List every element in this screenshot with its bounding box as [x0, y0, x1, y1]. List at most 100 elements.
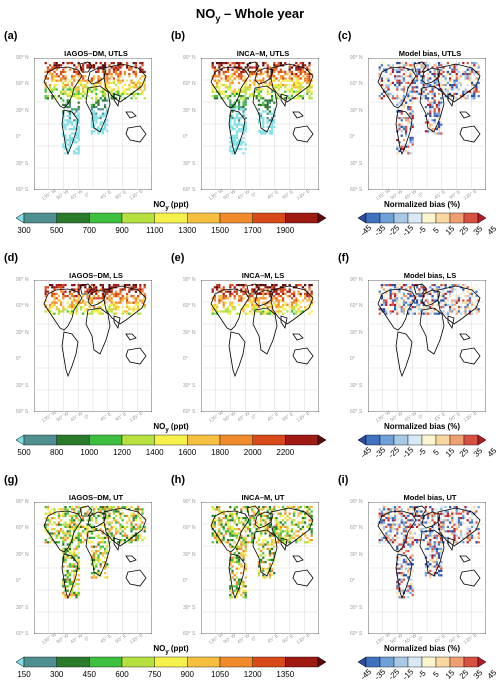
data-cell [112, 534, 115, 537]
data-cell [84, 86, 87, 89]
data-cell [119, 62, 122, 65]
data-cell [391, 530, 394, 533]
data-cell [97, 530, 100, 533]
data-cell [71, 541, 74, 544]
data-cell [255, 95, 258, 98]
data-cell [139, 292, 142, 295]
data-cell [462, 70, 465, 73]
data-cell [471, 62, 474, 65]
data-cell [71, 310, 74, 313]
lat-label: 0° [16, 578, 21, 584]
data-cell [402, 73, 405, 76]
data-cell [464, 88, 467, 91]
data-cell [249, 519, 252, 522]
data-cell [435, 312, 438, 315]
data-cell [90, 290, 93, 293]
data-cell [75, 308, 78, 311]
data-cell [282, 288, 285, 291]
data-cell [260, 508, 263, 511]
data-cell [93, 545, 96, 548]
data-cell [442, 521, 445, 524]
data-cell [266, 99, 269, 102]
data-cell [306, 75, 309, 78]
data-cell [282, 541, 285, 544]
data-cell [249, 523, 252, 526]
data-cell [473, 64, 476, 67]
data-cell [242, 101, 245, 104]
data-cell [418, 73, 421, 76]
data-cell [68, 565, 71, 568]
data-cell [268, 536, 271, 539]
data-cell [308, 90, 311, 93]
data-cell [257, 90, 260, 93]
data-cell [62, 583, 65, 586]
data-cell [407, 143, 410, 146]
data-cell [115, 528, 118, 531]
data-cell [51, 312, 54, 315]
data-cell [275, 297, 278, 300]
data-cell [396, 147, 399, 150]
data-cell [391, 528, 394, 531]
data-cell [405, 70, 408, 73]
data-cell [95, 70, 98, 73]
data-cell [442, 79, 445, 82]
data-cell [99, 508, 102, 511]
data-cell [383, 284, 386, 287]
data-cell [115, 295, 118, 298]
data-cell [90, 312, 93, 315]
data-cell [402, 303, 405, 306]
data-cell [84, 539, 87, 542]
data-cell [77, 112, 80, 115]
data-cell [477, 541, 480, 544]
data-cell [115, 532, 118, 535]
data-cell [46, 517, 49, 520]
data-cell [73, 152, 76, 155]
data-cell [444, 88, 447, 91]
data-cell [453, 92, 456, 95]
data-cell [231, 90, 234, 93]
bias-colorbar-row-2: Normalized bias (%) -45 -35 -25 -15 -5 5 15 25 35… [358, 422, 498, 462]
data-cell [137, 514, 140, 517]
data-cell [216, 506, 219, 509]
data-cell [229, 125, 232, 128]
data-cell [282, 97, 285, 100]
data-cell [231, 517, 234, 520]
data-cell [53, 312, 56, 315]
colorbar-swatch [154, 434, 188, 446]
data-cell [62, 121, 65, 124]
data-cell [73, 75, 76, 78]
data-cell [293, 306, 296, 309]
data-cell [396, 110, 399, 113]
data-cell [143, 517, 146, 520]
data-cell [262, 101, 265, 104]
data-cell [277, 536, 280, 539]
data-cell [73, 70, 76, 73]
data-cell [229, 552, 232, 555]
data-cell [235, 134, 238, 137]
data-cell [457, 75, 460, 78]
coastline [270, 507, 314, 547]
data-cell [387, 523, 390, 526]
data-cell [444, 75, 447, 78]
data-cell [108, 81, 111, 84]
data-cell [126, 88, 129, 91]
data-cell [271, 95, 274, 98]
data-cell [233, 90, 236, 93]
data-cell [75, 591, 78, 594]
data-cell [398, 150, 401, 153]
data-cell [266, 290, 269, 293]
data-cell [218, 299, 221, 302]
data-cell [79, 519, 82, 522]
data-cell [51, 303, 54, 306]
data-cell [383, 525, 386, 528]
data-cell [82, 541, 85, 544]
data-cell [290, 301, 293, 304]
data-cell [108, 541, 111, 544]
data-cell [66, 121, 69, 124]
data-cell [438, 103, 441, 106]
data-cell [110, 521, 113, 524]
data-cell [104, 567, 107, 570]
data-cell [378, 308, 381, 311]
data-cell [471, 288, 474, 291]
data-cell [391, 81, 394, 84]
